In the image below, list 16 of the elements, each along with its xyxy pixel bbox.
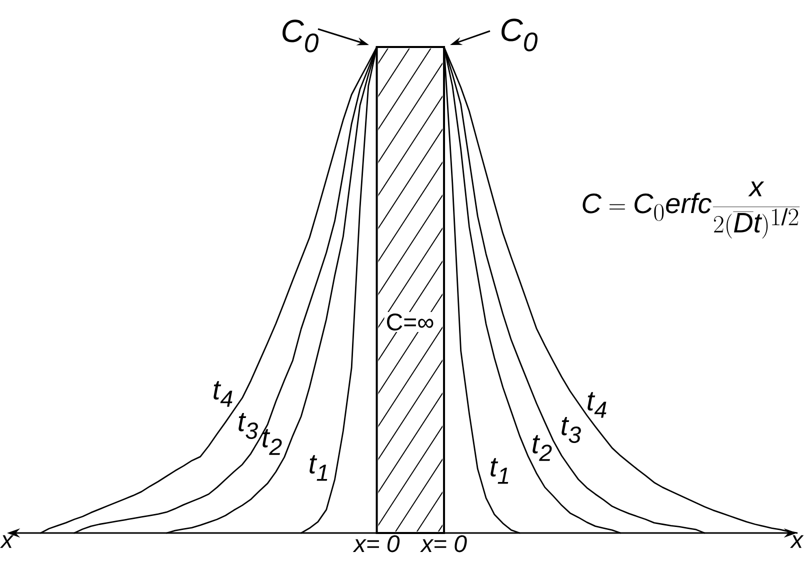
annotation: C$_{0}$ — [282, 20, 319, 52]
series-label: t$_{4}$ — [588, 392, 606, 418]
x-tick-label: x= 0 — [352, 535, 400, 552]
text: t$_{1}$ — [490, 458, 508, 484]
x-tick-label: x — [790, 535, 804, 548]
series-label: C=∞ — [386, 313, 434, 330]
text: t$_{3}$ — [562, 416, 581, 444]
series-label: t$_{1}$ — [310, 455, 328, 481]
text: t$_{2}$ — [262, 429, 282, 455]
x-tick-label: x= 0 — [420, 535, 467, 552]
text: t$_{4}$ — [214, 381, 232, 407]
series-label: t$_{3}$ — [238, 412, 258, 440]
x-tick-label: x — [0, 535, 14, 548]
annotation: $C= C_{0}erfc\frac{x}{2(\overline{D}t)^{1/2}}$ — [582, 181, 800, 239]
annotation: C$_{0}$ — [502, 18, 538, 52]
series-label: t$_{2}$ — [532, 435, 552, 461]
